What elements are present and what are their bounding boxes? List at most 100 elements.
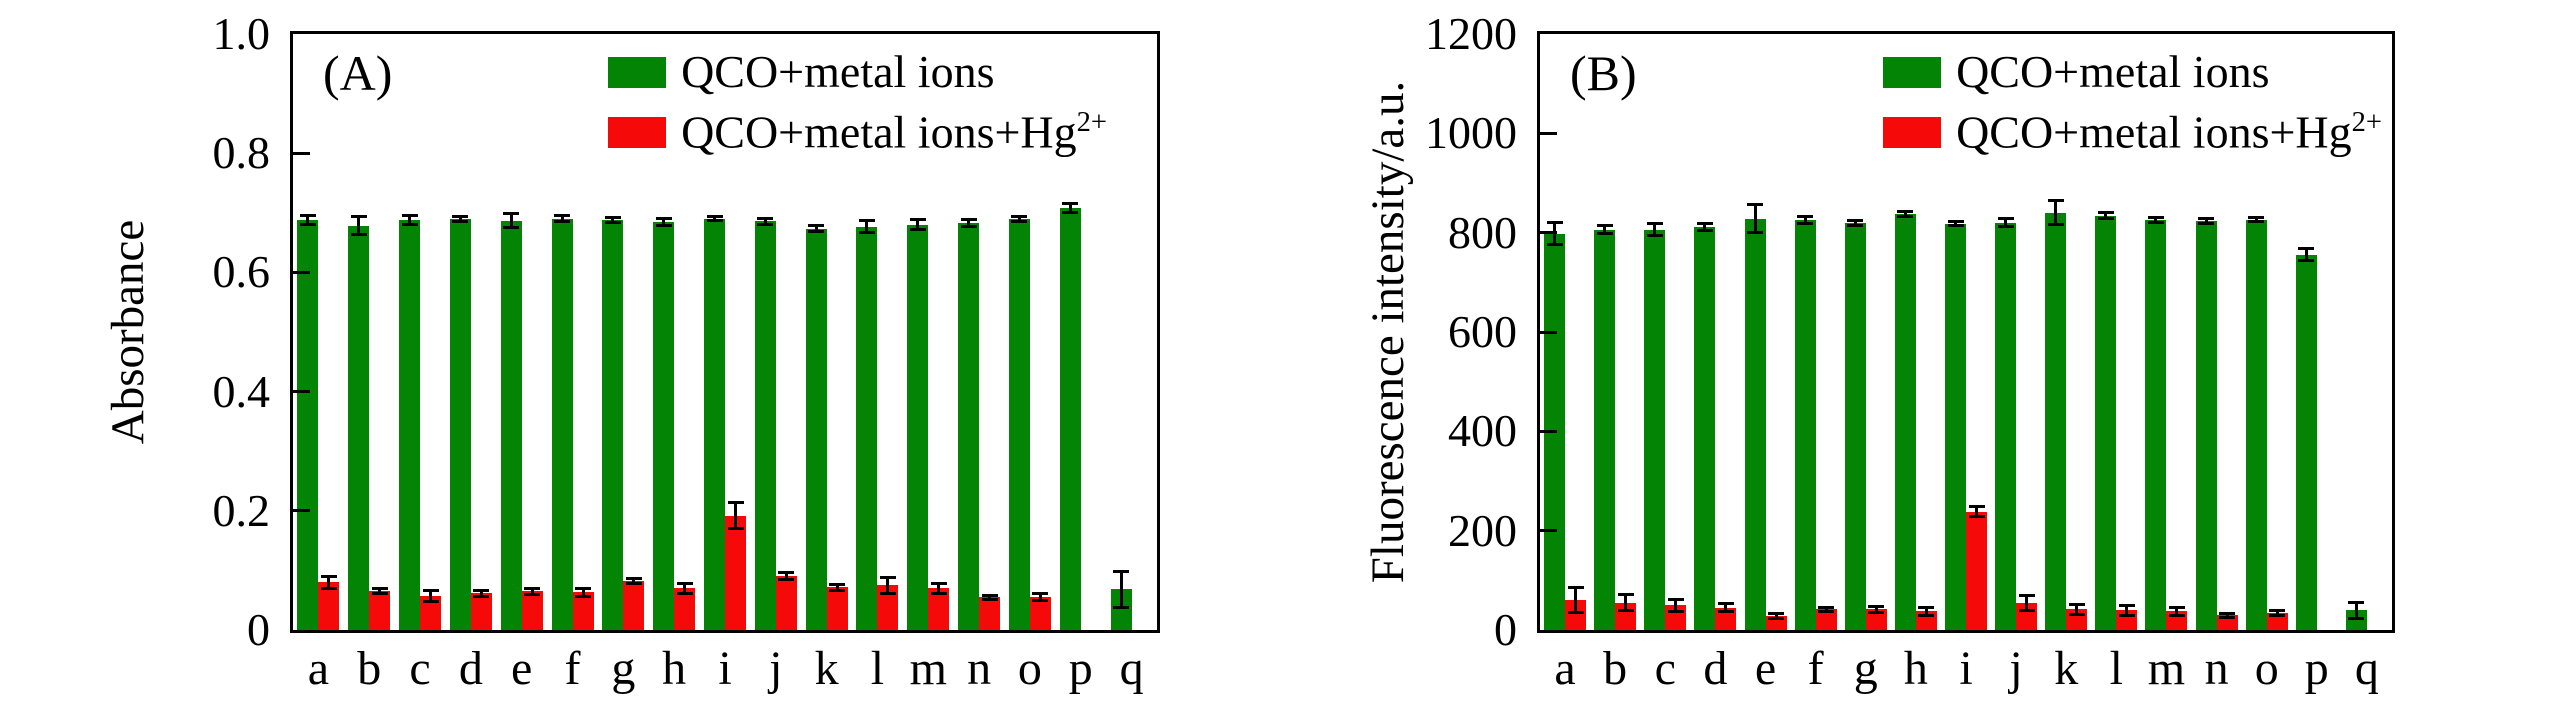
panel-a-label: (A) [323,45,393,101]
y-axis-tick-label: 0.8 [212,127,271,179]
error-bar-cap-bottom [1968,515,1985,519]
error-bar-cap-top [473,588,490,592]
error-bar-cap-top [1032,592,1049,596]
error-bar-cap-bottom [909,227,926,231]
error-bar-cap-top [829,582,846,586]
x-axis-category-label: d [458,642,483,695]
error-bar-cap-bottom [2219,615,2236,619]
error-bar-cap-bottom [1997,225,2014,229]
legend-item: QCO+metal ions [1883,46,2382,97]
error-bar-cap-bottom [524,592,541,596]
error-bar-cap-bottom [452,219,469,223]
x-axis-category-label: h [1903,642,1928,695]
error-bar-line [886,577,890,594]
panel-b-label: (B) [1570,45,1637,101]
error-bar-line [1017,216,1021,222]
error-bar-cap-top [1617,593,1634,597]
panel-a-plot-area: (A) QCO+metal ions QCO+metal ions+Hg2+ [290,31,1160,633]
error-bar-cap-bottom [350,233,367,237]
red-bar-b [369,591,391,630]
red-bar-a [318,582,340,630]
green-bar-e [500,220,522,630]
error-bar-line [1924,607,1928,616]
error-bar-line [1703,223,1707,231]
error-bar-line [2204,218,2208,224]
error-bar-cap-top [1596,224,1613,228]
error-bar-cap-top [1546,221,1563,225]
error-bar-cap-top [350,215,367,219]
error-bar-line [327,576,331,589]
green-bar-j [1995,222,2017,630]
x-axis-category-label: p [1068,642,1093,695]
error-bar-cap-top [1818,605,1835,609]
error-bar-cap-top [524,586,541,590]
error-bar-cap-bottom [706,219,723,223]
green-bar-d [449,218,471,630]
error-bar-line [713,216,716,221]
error-bar-cap-bottom [1546,243,1563,247]
y-axis-tick-label: 400 [1448,405,1517,457]
error-bar-cap-bottom [575,594,592,598]
green-bar-l [856,226,878,630]
error-bar-line [306,215,310,225]
x-axis-category-label: h [662,642,687,695]
x-axis-category-label: d [1703,642,1728,695]
red-bar-g [623,581,645,630]
error-bar-cap-top [2248,216,2265,220]
y-axis-tick-label: 0.6 [212,246,271,298]
error-bar-line [2025,595,2029,611]
y-axis-tick-label: 800 [1448,206,1517,258]
y-axis-tick [293,270,310,274]
error-bar-cap-top [503,211,520,215]
error-bar-line [2075,604,2079,615]
x-axis-category-label: b [357,642,382,695]
error-bar-cap-top [706,215,723,219]
x-axis-category-label: c [409,642,431,695]
panel-b-plot-area: (B) QCO+metal ions QCO+metal ions+Hg2+ [1537,31,2395,633]
error-bar-cap-top [575,587,592,591]
error-bar-cap-top [1717,602,1734,606]
y-axis-tick [1540,231,1557,235]
error-bar-line [1653,223,1657,236]
error-bar-cap-top [858,219,875,223]
green-bar-d [1694,226,1716,630]
red-bar-d [1715,607,1737,630]
error-bar-cap-top [2269,608,2286,612]
error-bar-cap-top [1011,214,1028,218]
error-bar-cap-bottom [554,220,571,224]
x-axis-category-label: g [611,642,636,695]
green-bar-q [1110,589,1132,630]
error-bar-cap-top [960,217,977,221]
error-bar-cap-top [1768,612,1785,616]
error-bar-cap-bottom [1596,232,1613,236]
green-bar-f [551,218,573,630]
error-bar-line [683,583,687,594]
error-bar-cap-bottom [2118,613,2135,617]
legend-label-superscript: 2+ [2351,107,2382,139]
error-bar-cap-top [2097,211,2114,215]
error-bar-cap-top [554,214,571,218]
error-bar-line [2275,610,2279,616]
legend-label: QCO+metal ions [1956,46,2270,97]
error-bar-cap-top [981,593,998,597]
y-axis-tick [293,509,310,513]
red-bar-o [2266,612,2288,630]
green-bar-n [958,222,980,630]
error-bar-cap-bottom [1847,223,1864,227]
error-bar-cap-bottom [829,588,846,592]
error-bar-cap-bottom [727,527,744,531]
x-axis-category-label: m [2147,642,2186,695]
x-axis-category-label: e [511,642,533,695]
x-axis-category-label: f [1807,642,1824,695]
error-bar-cap-bottom [2097,217,2114,221]
error-bar-cap-top [1062,202,1079,206]
error-bar-line [1574,587,1578,613]
error-bar-cap-bottom [625,582,642,585]
error-bar-cap-bottom [1646,234,1663,238]
error-bar-line [357,216,361,235]
green-bar-l [2095,215,2117,630]
error-bar-cap-top [2047,199,2064,203]
error-bar-cap-bottom [2168,613,2185,617]
green-bar-m [2145,219,2167,630]
red-bar-c [420,596,442,630]
